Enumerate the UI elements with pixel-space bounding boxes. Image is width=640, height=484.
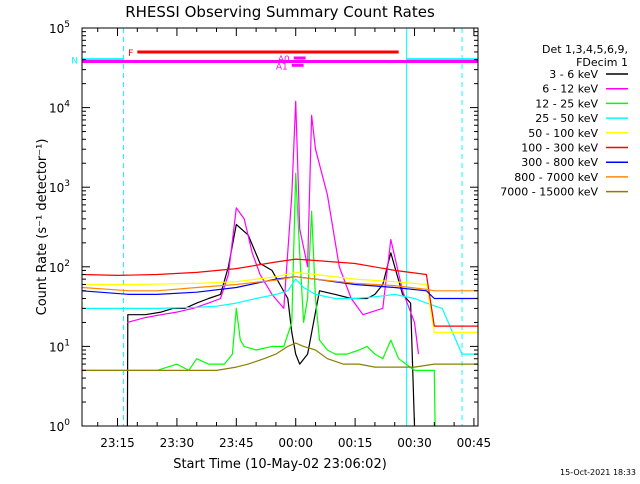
legend-label-1: 6 - 12 keV [542, 83, 598, 96]
legend-label-8: 7000 - 15000 keV [500, 186, 598, 199]
flag-label-1: F [128, 49, 133, 59]
legend-header-0: Det 1,3,4,5,6,9, [542, 43, 628, 56]
y-tick-label-4: 104 [49, 100, 70, 116]
flag-label-0: N [71, 57, 78, 67]
y-tick-label-0: 100 [49, 418, 70, 434]
legend-label-7: 800 - 7000 keV [514, 171, 598, 184]
legend-label-5: 100 - 300 keV [521, 142, 598, 155]
y-axis-label: Count Rate (s⁻¹ detector⁻¹) [35, 139, 50, 316]
chart-title: RHESSI Observing Summary Count Rates [125, 3, 435, 21]
axes-marks: 23:15 23:30 23:45 00:00 00:15 00:30 00:45 100 10… [49, 20, 491, 450]
x-tick-label-6: 00:45 [457, 436, 492, 450]
x-tick-label-3: 00:00 [278, 436, 313, 450]
legend: Det 1,3,4,5,6,9,FDecim 13 - 6 keV 6 - 12 … [500, 43, 628, 199]
y-tick-label-5: 105 [49, 20, 70, 36]
x-tick-label-5: 00:30 [397, 436, 432, 450]
legend-label-3: 25 - 50 keV [535, 112, 598, 125]
series-line-2 [82, 172, 436, 426]
legend-label-2: 12 - 25 keV [535, 97, 598, 110]
y-tick-label-2: 102 [49, 259, 70, 275]
plot-marks [82, 28, 478, 426]
legend-label-6: 300 - 800 keV [521, 156, 598, 169]
legend-header-1: FDecim 1 [576, 56, 628, 69]
x-tick-label-0: 23:15 [100, 436, 135, 450]
plot-frame [81, 27, 479, 427]
x-tick-label-1: 23:30 [160, 436, 195, 450]
series-line-4 [82, 271, 478, 333]
y-tick-label-3: 103 [49, 179, 70, 195]
series-line-3 [82, 278, 478, 355]
legend-label-4: 50 - 100 keV [528, 127, 598, 140]
series-line-5 [82, 258, 478, 327]
x-axis-label: Start Time (10-May-02 23:06:02) [173, 457, 387, 472]
y-tick-label-1: 101 [49, 338, 70, 354]
x-tick-label-2: 23:45 [219, 436, 254, 450]
flag-label-3: A1 [276, 62, 288, 72]
x-tick-label-4: 00:15 [338, 436, 373, 450]
date-stamp: 15-Oct-2021 18:33 [560, 468, 636, 477]
series-line-1 [127, 100, 420, 355]
legend-label-0: 3 - 6 keV [549, 68, 598, 81]
flag-label-4: A0 [278, 55, 290, 65]
series-line-8 [82, 342, 478, 371]
series-line-7 [82, 276, 478, 292]
series-line-0 [126, 223, 416, 426]
